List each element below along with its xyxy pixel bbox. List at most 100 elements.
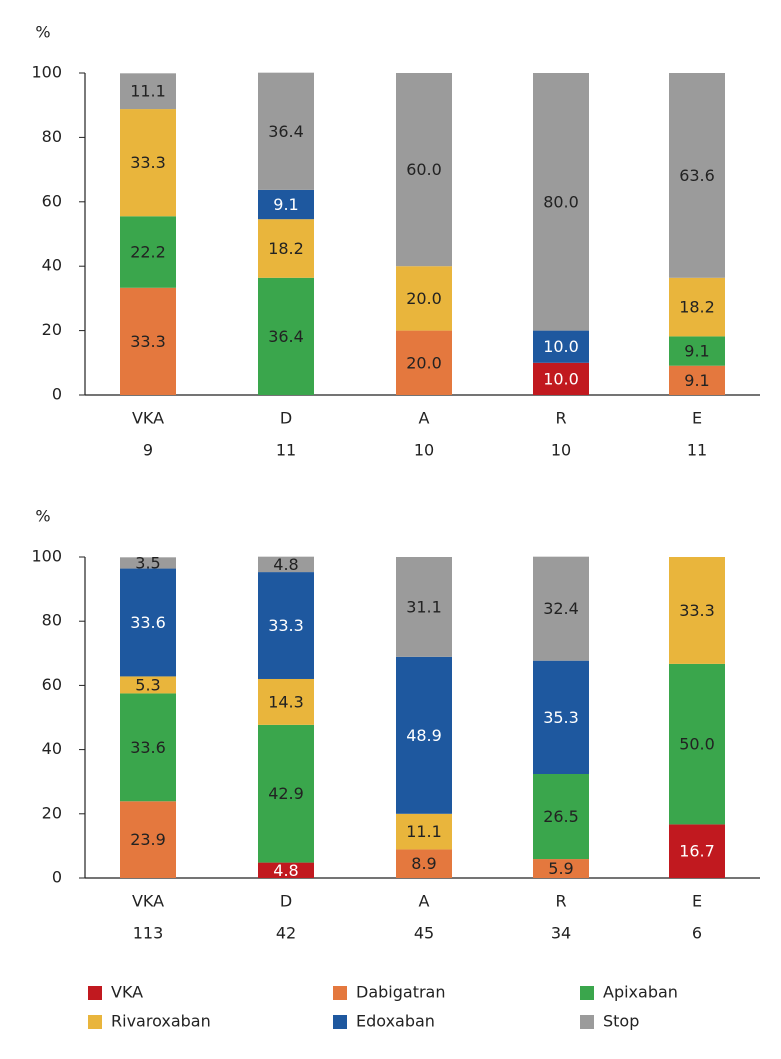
bar-segment: [396, 849, 452, 878]
x-tick-label: VKA: [132, 409, 164, 428]
legend-label: Edoxaban: [356, 1012, 435, 1031]
bar-segment: [120, 73, 176, 110]
bar-segment: [669, 824, 725, 878]
bar-segment: [120, 693, 176, 802]
category-count: 11: [687, 441, 707, 460]
x-tick-label: E: [692, 892, 702, 911]
y-axis-label: %: [35, 507, 50, 526]
y-tick-label: 60: [42, 191, 62, 210]
value-label: 8.9: [411, 854, 436, 873]
value-label: 60.0: [406, 160, 442, 179]
bar-segment: [533, 556, 589, 661]
value-label: 36.4: [268, 122, 304, 141]
legend-label: Stop: [603, 1012, 639, 1031]
legend-label: Dabigatran: [356, 983, 445, 1002]
category-count: 6: [692, 924, 702, 943]
bar-segment: [120, 557, 176, 569]
value-label: 20.0: [406, 289, 442, 308]
bar-segment: [533, 330, 589, 363]
value-label: 4.8: [273, 555, 298, 574]
value-label: 22.2: [130, 243, 166, 262]
y-tick-label: 100: [31, 63, 62, 82]
legend-label: Apixaban: [603, 983, 678, 1002]
bar-segment: [396, 330, 452, 395]
value-label: 9.1: [684, 342, 709, 361]
bar-segment: [669, 663, 725, 825]
value-label: 32.4: [543, 599, 579, 618]
y-tick-label: 60: [42, 675, 62, 694]
bar-segment: [258, 219, 314, 278]
category-count: 11: [276, 441, 296, 460]
bar-segment: [669, 73, 725, 278]
bar-segment: [669, 336, 725, 366]
x-tick-label: VKA: [132, 892, 164, 911]
value-label: 33.3: [268, 616, 304, 635]
value-label: 23.9: [130, 830, 166, 849]
y-tick-label: 80: [42, 611, 62, 630]
value-label: 11.1: [406, 822, 442, 841]
y-tick-label: 80: [42, 127, 62, 146]
bar-segment: [258, 724, 314, 863]
legend-label: VKA: [111, 983, 143, 1002]
legend-swatch: [580, 986, 594, 1000]
bar-segment: [396, 656, 452, 814]
value-label: 11.1: [130, 82, 166, 101]
value-label: 10.0: [543, 337, 579, 356]
value-label: 35.3: [543, 708, 579, 727]
value-label: 20.0: [406, 353, 442, 372]
y-axis-label: %: [35, 23, 50, 42]
legend-swatch: [333, 986, 347, 1000]
x-tick-label: R: [555, 892, 566, 911]
bar-segment: [533, 660, 589, 774]
bar-segment: [533, 859, 589, 878]
value-label: 31.1: [406, 597, 442, 616]
value-label: 18.2: [268, 239, 304, 258]
legend-label: Rivaroxaban: [111, 1012, 211, 1031]
legend-swatch: [88, 1015, 102, 1029]
y-tick-label: 100: [31, 547, 62, 566]
category-count: 42: [276, 924, 296, 943]
value-label: 26.5: [543, 807, 579, 826]
value-label: 48.9: [406, 726, 442, 745]
legend-swatch: [333, 1015, 347, 1029]
bar-segment: [533, 773, 589, 860]
x-tick-label: E: [692, 409, 702, 428]
category-count: 9: [143, 441, 153, 460]
bar-segment: [396, 557, 452, 657]
value-label: 10.0: [543, 369, 579, 388]
category-count: 113: [133, 924, 164, 943]
bar-segment: [258, 72, 314, 190]
value-label: 14.3: [268, 692, 304, 711]
bar-segment: [533, 73, 589, 331]
category-count: 45: [414, 924, 434, 943]
bar-segment: [669, 277, 725, 337]
x-tick-label: D: [280, 409, 292, 428]
bar-segment: [258, 678, 314, 725]
value-label: 5.9: [548, 859, 573, 878]
bar-segment: [669, 365, 725, 395]
value-label: 80.0: [543, 192, 579, 211]
bar-segment: [669, 557, 725, 664]
y-tick-label: 0: [52, 868, 62, 887]
category-count: 34: [551, 924, 571, 943]
x-tick-label: R: [555, 409, 566, 428]
y-tick-label: 0: [52, 385, 62, 404]
category-count: 10: [414, 441, 434, 460]
bar-segment: [258, 862, 314, 878]
legend-swatch: [580, 1015, 594, 1029]
bar-segment: [396, 813, 452, 850]
bar-segment: [258, 556, 314, 573]
bar-segment: [120, 676, 176, 694]
bar-segment: [396, 73, 452, 267]
value-label: 33.3: [130, 153, 166, 172]
x-tick-label: D: [280, 892, 292, 911]
bar-segment: [396, 266, 452, 331]
bar-segment: [120, 109, 176, 217]
y-tick-label: 20: [42, 320, 62, 339]
value-label: 63.6: [679, 166, 715, 185]
bar-segment: [120, 801, 176, 878]
bar-segment: [120, 568, 176, 677]
value-label: 4.8: [273, 861, 298, 880]
value-label: 3.5: [135, 553, 160, 572]
